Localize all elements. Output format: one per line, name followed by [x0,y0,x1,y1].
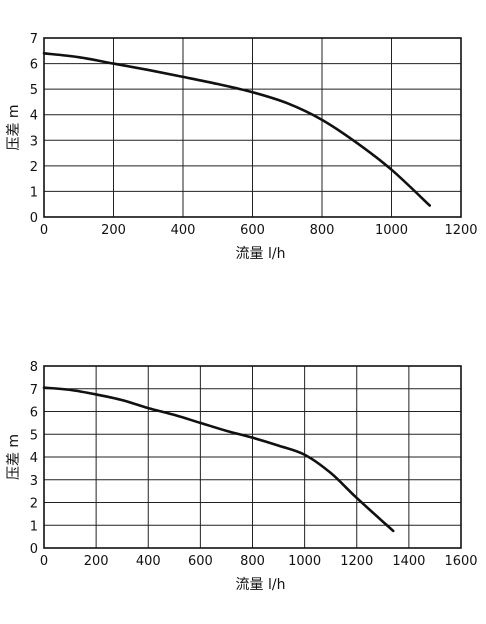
top-xtick-label: 1200 [444,223,477,238]
bottom-ytick-label: 7 [30,383,38,398]
top-xtick-label: 0 [40,223,48,238]
bottom-xtick-label: 0 [40,554,48,569]
top-ytick-label: 0 [30,211,38,226]
bottom-xtick-label: 600 [188,554,213,569]
bottom-xtick-label: 200 [84,554,109,569]
top-ytick-label: 1 [30,185,38,200]
bottom-ytick-label: 3 [30,474,38,489]
bottom-xtick-label: 1000 [288,554,321,569]
bottom-xtick-label: 1400 [392,554,425,569]
bottom-plot-frame [43,365,462,549]
top-xtick-label: 600 [240,223,265,238]
top-ytick-label: 4 [30,109,38,124]
chart-top: 0 200 400 600 800 1000 1200 0 1 2 3 4 5 6 7 流量 l/h 压差 m [6,32,478,262]
bottom-y-axis-label: 压差 m [6,434,22,480]
top-xtick-label: 200 [101,223,126,238]
bottom-ytick-label: 5 [30,428,38,443]
top-xtick-label: 1000 [375,223,408,238]
top-ytick-label: 6 [30,58,38,73]
bottom-ytick-label: 2 [30,497,38,512]
bottom-ytick-label: 8 [30,360,38,375]
top-x-axis-label: 流量 l/h [236,246,286,262]
top-ytick-label: 3 [30,134,38,149]
top-series-line [42,52,432,207]
bottom-xtick-label: 1200 [340,554,373,569]
chart-bottom: 0 200 400 600 800 1000 1200 1400 1600 0 1 2 3 4 5 6 7 8 流量… [6,360,478,593]
top-y-axis-label: 压差 m [6,104,22,150]
bottom-xtick-label: 1600 [444,554,477,569]
top-ytick-label: 7 [30,32,38,47]
bottom-x-axis-label: 流量 l/h [236,577,286,593]
top-plot-frame [43,37,462,218]
top-ytick-label: 2 [30,160,38,175]
bottom-xtick-label: 800 [240,554,265,569]
bottom-ytick-label: 6 [30,406,38,421]
top-xtick-label: 400 [171,223,196,238]
bottom-ytick-label: 4 [30,451,38,466]
top-ytick-label: 5 [30,83,38,98]
top-xtick-label: 800 [310,223,335,238]
bottom-series-line [42,386,395,533]
bottom-ytick-label: 0 [30,542,38,557]
bottom-ytick-label: 1 [30,519,38,534]
bottom-xtick-label: 400 [136,554,161,569]
